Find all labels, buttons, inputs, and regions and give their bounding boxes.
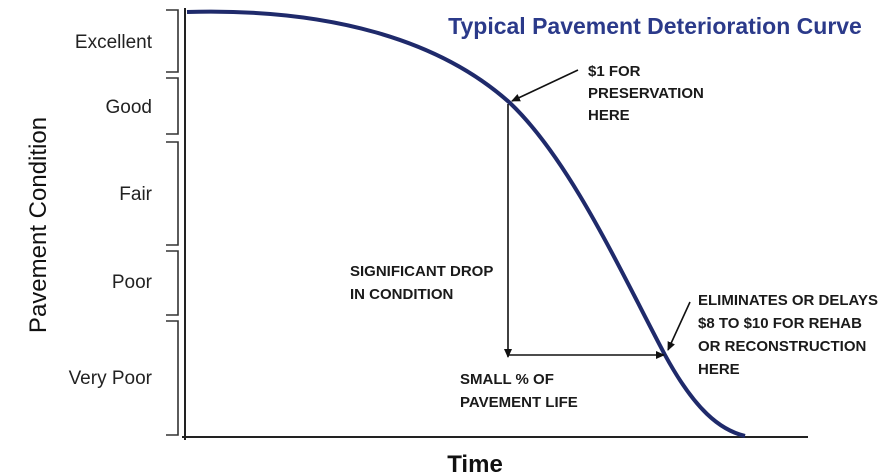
bracket	[166, 141, 179, 246]
deterioration-curve	[186, 9, 746, 438]
note-line: HERE	[588, 107, 630, 124]
bracket	[166, 250, 179, 316]
preservation-arrow	[511, 69, 579, 102]
drop-note: SIGNIFICANT DROP IN CONDITION	[350, 263, 497, 303]
title: Typical Pavement Deterioration Curve	[448, 13, 862, 39]
note-line: PAVEMENT LIFE	[460, 394, 578, 411]
preservation-note: $1 FOR PRESERVATION HERE	[588, 63, 708, 124]
level-label: Good	[106, 97, 152, 118]
level-label: Excellent	[75, 32, 153, 53]
level-label: Fair	[119, 184, 152, 205]
note-line: $1 FOR	[588, 63, 641, 80]
note-line: SMALL % OF	[460, 371, 554, 388]
note-line: $8 TO $10 FOR REHAB	[698, 315, 862, 332]
y-axis-label: Pavement Condition	[25, 117, 52, 333]
level-label: Very Poor	[69, 368, 153, 389]
x-axis-label: Time	[447, 451, 503, 475]
note-line: SIGNIFICANT DROP	[350, 263, 493, 280]
life-note: SMALL % OF PAVEMENT LIFE	[460, 371, 578, 411]
rehab-arrow	[667, 301, 691, 351]
bracket	[166, 77, 179, 135]
note-line: HERE	[698, 361, 740, 378]
rehab-note: ELIMINATES OR DELAYS $8 TO $10 FOR REHAB…	[698, 292, 882, 378]
bracket	[166, 320, 179, 436]
note-line: ELIMINATES OR DELAYS	[698, 292, 878, 309]
note-line: IN CONDITION	[350, 286, 453, 303]
note-line: OR RECONSTRUCTION	[698, 338, 866, 355]
bracket	[166, 9, 179, 73]
level-label: Poor	[112, 272, 153, 293]
note-line: PRESERVATION	[588, 85, 704, 102]
